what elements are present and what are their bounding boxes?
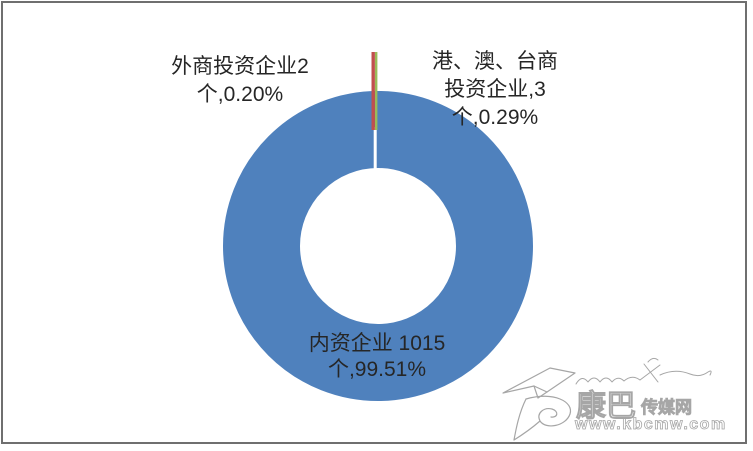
watermark-name-suffix: 传媒网 bbox=[640, 397, 692, 417]
label-hmt-investment: 港、澳、台商 投资企业,3 个,0.29% bbox=[395, 48, 595, 132]
label-line: 港、澳、台商 bbox=[432, 50, 558, 73]
slice-foreign bbox=[371, 52, 375, 130]
label-line: 个,99.51% bbox=[327, 358, 427, 381]
label-domestic-enterprise: 内资企业 1015 个,99.51% bbox=[277, 331, 477, 383]
slice-hmt bbox=[375, 52, 378, 130]
watermark-name-main: 康巴 bbox=[576, 389, 636, 423]
label-line: 外商投资企业2 bbox=[171, 55, 309, 78]
watermark-flourish bbox=[575, 357, 712, 385]
label-line: 个,0.29% bbox=[451, 106, 539, 129]
label-line: 投资企业,3 bbox=[444, 78, 546, 101]
slice-gap bbox=[373, 127, 377, 170]
watermark-logo-icon bbox=[502, 367, 576, 441]
watermark: 康巴 传媒网 www.kbcmw.com bbox=[502, 357, 725, 441]
label-line: 个,0.20% bbox=[196, 83, 284, 106]
watermark-url: www.kbcmw.com bbox=[574, 416, 725, 433]
label-foreign-investment: 外商投资企业2 个,0.20% bbox=[140, 53, 340, 109]
slice-domestic bbox=[223, 91, 533, 401]
label-line: 内资企业 1015 bbox=[308, 332, 446, 355]
